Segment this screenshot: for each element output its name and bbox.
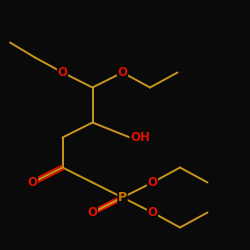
Text: O: O: [148, 176, 158, 189]
Text: O: O: [88, 206, 98, 219]
Text: O: O: [118, 66, 128, 79]
Text: P: P: [118, 191, 127, 204]
Text: O: O: [58, 66, 68, 79]
Text: OH: OH: [130, 131, 150, 144]
Text: O: O: [28, 176, 38, 189]
Text: O: O: [148, 206, 158, 219]
